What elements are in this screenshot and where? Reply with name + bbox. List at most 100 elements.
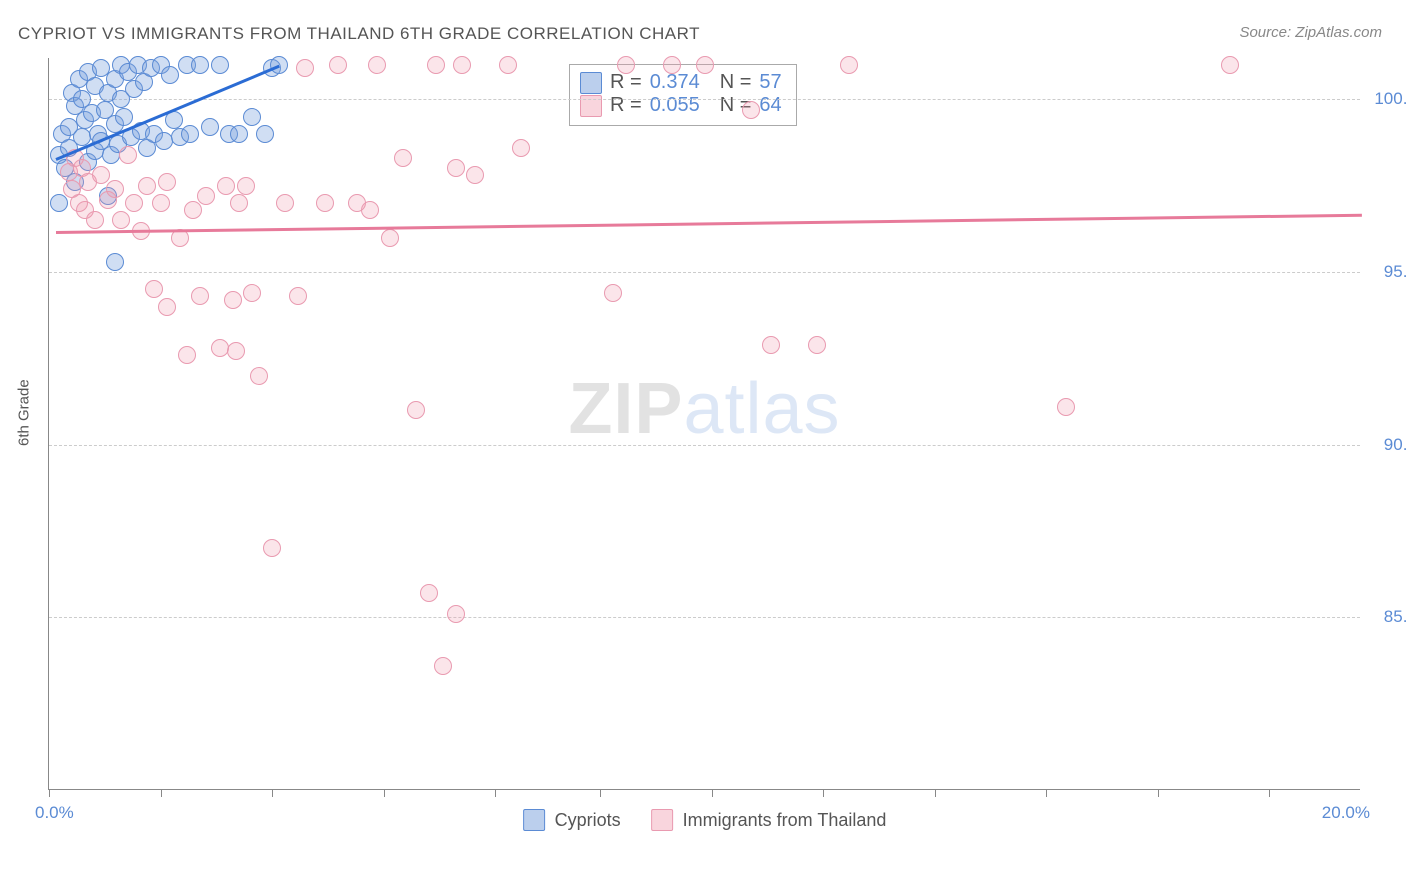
- gridline: [49, 445, 1360, 446]
- data-point: [145, 280, 163, 298]
- legend-swatch: [651, 809, 673, 831]
- data-point: [211, 339, 229, 357]
- data-point: [840, 56, 858, 74]
- x-tick: [712, 789, 713, 797]
- data-point: [201, 118, 219, 136]
- data-point: [158, 173, 176, 191]
- y-tick-label: 90.0%: [1384, 435, 1406, 455]
- data-point: [106, 253, 124, 271]
- x-tick: [823, 789, 824, 797]
- data-point: [230, 125, 248, 143]
- data-point: [420, 584, 438, 602]
- x-tick: [384, 789, 385, 797]
- gridline: [49, 99, 1360, 100]
- data-point: [50, 194, 68, 212]
- x-tick: [272, 789, 273, 797]
- chart-title: CYPRIOT VS IMMIGRANTS FROM THAILAND 6TH …: [18, 24, 700, 44]
- data-point: [368, 56, 386, 74]
- data-point: [289, 287, 307, 305]
- x-tick: [1269, 789, 1270, 797]
- legend: Cypriots Immigrants from Thailand: [523, 809, 887, 831]
- data-point: [227, 342, 245, 360]
- legend-item: Immigrants from Thailand: [651, 809, 887, 831]
- data-point: [191, 287, 209, 305]
- n-value: 57: [759, 71, 781, 94]
- data-point: [742, 101, 760, 119]
- x-tick-label-max: 20.0%: [1322, 803, 1370, 823]
- x-tick: [161, 789, 162, 797]
- data-point: [178, 346, 196, 364]
- data-point: [696, 56, 714, 74]
- data-point: [230, 194, 248, 212]
- data-point: [499, 56, 517, 74]
- data-point: [316, 194, 334, 212]
- data-point: [161, 66, 179, 84]
- y-tick-label: 95.0%: [1384, 262, 1406, 282]
- data-point: [256, 125, 274, 143]
- data-point: [184, 201, 202, 219]
- legend-label: Cypriots: [555, 810, 621, 831]
- x-tick: [49, 789, 50, 797]
- legend-item: Cypriots: [523, 809, 621, 831]
- data-point: [394, 149, 412, 167]
- watermark: ZIPatlas: [568, 368, 840, 450]
- data-point: [407, 401, 425, 419]
- data-point: [243, 108, 261, 126]
- data-point: [243, 284, 261, 302]
- data-point: [296, 59, 314, 77]
- data-point: [237, 177, 255, 195]
- y-tick-label: 100.0%: [1374, 89, 1406, 109]
- data-point: [250, 367, 268, 385]
- r-value: 0.055: [650, 94, 712, 117]
- data-point: [808, 336, 826, 354]
- y-tick-label: 85.0%: [1384, 607, 1406, 627]
- legend-swatch: [523, 809, 545, 831]
- data-point: [155, 132, 173, 150]
- gridline: [49, 272, 1360, 273]
- x-tick: [495, 789, 496, 797]
- data-point: [152, 194, 170, 212]
- data-point: [191, 56, 209, 74]
- data-point: [119, 146, 137, 164]
- y-axis-label: 6th Grade: [16, 379, 33, 446]
- data-point: [86, 211, 104, 229]
- data-point: [211, 56, 229, 74]
- data-point: [427, 56, 445, 74]
- data-point: [329, 56, 347, 74]
- legend-swatch: [580, 72, 602, 94]
- data-point: [361, 201, 379, 219]
- data-point: [276, 194, 294, 212]
- n-value: 64: [759, 94, 781, 117]
- data-point: [224, 291, 242, 309]
- n-label: N =: [720, 71, 752, 94]
- data-point: [263, 539, 281, 557]
- x-tick: [600, 789, 601, 797]
- gridline: [49, 617, 1360, 618]
- data-point: [158, 298, 176, 316]
- trend-line: [56, 213, 1361, 233]
- plot-area: ZIPatlas R =0.374N =57R =0.055N =64 0.0%…: [48, 58, 1360, 790]
- data-point: [466, 166, 484, 184]
- watermark-bold: ZIP: [568, 369, 683, 449]
- legend-label: Immigrants from Thailand: [683, 810, 887, 831]
- data-point: [447, 605, 465, 623]
- data-point: [453, 56, 471, 74]
- data-point: [1057, 398, 1075, 416]
- data-point: [434, 657, 452, 675]
- data-point: [512, 139, 530, 157]
- data-point: [1221, 56, 1239, 74]
- data-point: [138, 177, 156, 195]
- data-point: [604, 284, 622, 302]
- stats-box: R =0.374N =57R =0.055N =64: [569, 64, 797, 126]
- x-tick-label-min: 0.0%: [35, 803, 74, 823]
- r-label: R =: [610, 94, 642, 117]
- source-label: Source: ZipAtlas.com: [1239, 24, 1382, 41]
- stats-row: R =0.374N =57: [580, 71, 782, 94]
- x-tick: [935, 789, 936, 797]
- data-point: [617, 56, 635, 74]
- data-point: [762, 336, 780, 354]
- legend-swatch: [580, 95, 602, 117]
- data-point: [106, 180, 124, 198]
- data-point: [381, 229, 399, 247]
- data-point: [112, 211, 130, 229]
